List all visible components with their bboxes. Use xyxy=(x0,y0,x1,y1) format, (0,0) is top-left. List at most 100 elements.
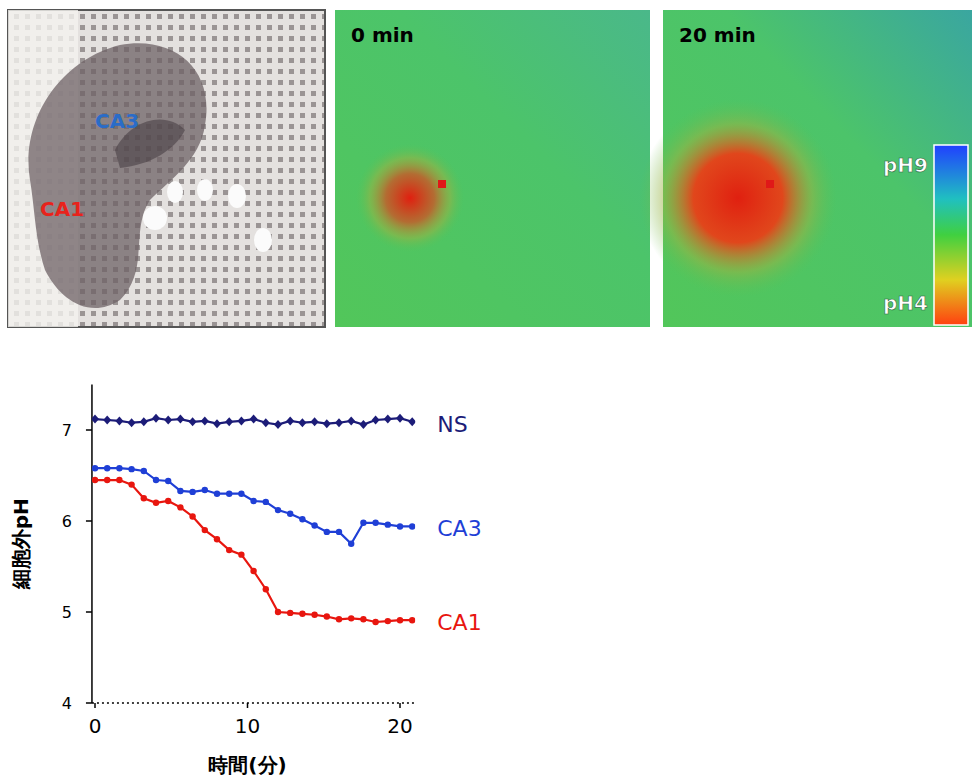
data-point xyxy=(237,416,245,425)
data-point xyxy=(347,416,355,425)
data-point xyxy=(360,520,366,526)
data-point xyxy=(165,478,171,484)
data-point xyxy=(359,420,367,429)
photo-panel: CA3CA1 xyxy=(8,10,325,327)
data-point xyxy=(115,416,123,425)
data-point xyxy=(397,617,403,623)
data-point xyxy=(226,547,232,553)
x-tick-label: 20 xyxy=(387,714,412,738)
colorbar-bar xyxy=(934,145,968,325)
data-point xyxy=(323,419,331,428)
data-point xyxy=(372,520,378,526)
data-point xyxy=(152,414,160,423)
y-tick-label: 6 xyxy=(62,512,72,531)
data-point xyxy=(128,466,134,472)
data-point xyxy=(324,613,330,619)
data-point xyxy=(141,468,147,474)
colorbar-label: pH4 xyxy=(883,291,928,315)
data-point xyxy=(116,477,122,483)
y-tick-label: 4 xyxy=(62,694,72,713)
y-tick xyxy=(86,520,92,522)
hot-pixel xyxy=(766,180,774,188)
data-point xyxy=(372,415,380,424)
data-point xyxy=(238,551,244,557)
data-point xyxy=(104,477,110,483)
data-point xyxy=(409,617,415,623)
electrode-spot xyxy=(254,228,272,252)
data-point xyxy=(408,417,415,426)
data-point xyxy=(103,415,111,424)
data-point xyxy=(263,586,269,592)
series-line xyxy=(95,468,412,544)
data-point xyxy=(226,491,232,497)
data-point xyxy=(189,489,195,495)
data-point xyxy=(214,536,220,542)
data-point xyxy=(177,504,183,510)
series-labels: NS CA3 CA1 xyxy=(437,412,481,635)
data-point xyxy=(397,523,403,529)
y-axis-title: 細胞外pH xyxy=(9,498,33,590)
data-point xyxy=(128,418,136,427)
x-tick-label: 0 xyxy=(89,714,102,738)
data-point xyxy=(250,498,256,504)
data-point xyxy=(238,491,244,497)
data-point xyxy=(384,415,392,424)
figure: CA3CA10 min20 minpH9pH4456701020時間(分)細胞外… xyxy=(0,0,974,783)
data-point xyxy=(189,417,197,426)
data-point xyxy=(298,418,306,427)
data-point xyxy=(287,511,293,517)
data-point xyxy=(311,612,317,618)
acid-region xyxy=(639,99,837,297)
heatmap xyxy=(335,10,650,327)
slice xyxy=(28,43,206,308)
line-chart: 456701020時間(分)細胞外pHNSCA3CA1 xyxy=(9,385,482,778)
x-tick-label: 10 xyxy=(235,714,260,738)
electrode-spot xyxy=(143,206,167,230)
data-point xyxy=(165,498,171,504)
data-point xyxy=(311,417,319,426)
time-label: 20 min xyxy=(679,23,756,47)
y-tick xyxy=(86,611,92,613)
data-point xyxy=(348,615,354,621)
data-point xyxy=(177,488,183,494)
data-point xyxy=(141,495,147,501)
data-point xyxy=(336,529,342,535)
data-point xyxy=(250,568,256,574)
data-point xyxy=(214,491,220,497)
electrode-array xyxy=(8,10,325,327)
data-point xyxy=(287,610,293,616)
series-label: NS xyxy=(437,412,467,437)
data-point xyxy=(385,521,391,527)
data-point xyxy=(336,616,342,622)
data-point xyxy=(153,500,159,506)
y-tick-label: 7 xyxy=(62,421,72,440)
series-label: CA1 xyxy=(437,610,481,635)
y-axis xyxy=(91,385,93,704)
data-point xyxy=(128,481,134,487)
data-point xyxy=(385,618,391,624)
data-point xyxy=(92,477,98,483)
data-point xyxy=(116,465,122,471)
data-point xyxy=(104,465,110,471)
data-point xyxy=(275,507,281,513)
hot-pixel xyxy=(438,180,446,188)
data-point xyxy=(164,415,172,424)
data-point xyxy=(360,616,366,622)
data-point xyxy=(262,418,270,427)
data-point xyxy=(176,415,184,424)
series-label: CA3 xyxy=(437,516,481,541)
data-point xyxy=(140,417,148,426)
data-point xyxy=(250,415,258,424)
data-point xyxy=(299,611,305,617)
data-point xyxy=(335,418,343,427)
data-point xyxy=(324,529,330,535)
series-line xyxy=(95,480,412,622)
y-tick xyxy=(86,702,92,704)
data-point xyxy=(274,420,282,429)
data-point xyxy=(409,523,415,529)
x-tick xyxy=(94,703,96,708)
photo-frame xyxy=(8,10,325,327)
data-point xyxy=(372,619,378,625)
region-label: CA3 xyxy=(95,109,139,133)
data-point xyxy=(201,416,209,425)
